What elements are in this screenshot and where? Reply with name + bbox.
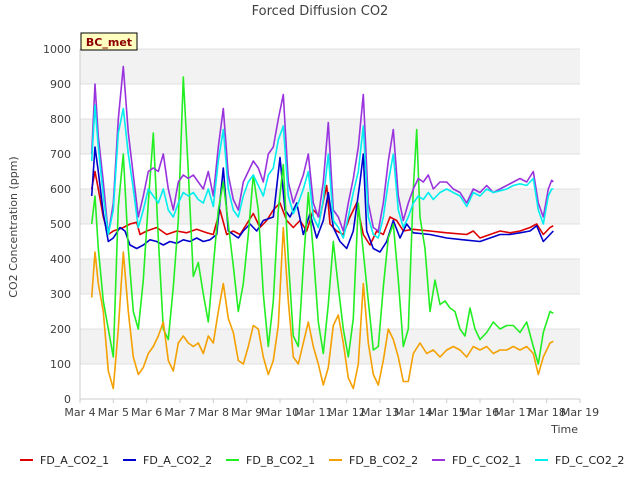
series-line-fd-c-co2-1: [90, 65, 554, 236]
y-tick-label: 0: [64, 393, 71, 406]
legend-label: FD_A_CO2_1: [40, 454, 109, 467]
y-tick-label: 400: [50, 253, 71, 266]
x-tick-label: Mar 6: [131, 406, 162, 419]
series-lines: [90, 65, 554, 390]
x-tick-label: Mar 12: [328, 406, 366, 419]
x-tick-label: Mar 17: [494, 406, 532, 419]
x-tick-label: Mar 10: [261, 406, 299, 419]
y-axis: 0 100 200 300 400 500 600 700 800 900 1000: [43, 43, 71, 406]
badge-box: [80, 32, 138, 51]
y-tick-label: 1000: [43, 43, 71, 56]
y-tick-label: 600: [50, 183, 71, 196]
y-tick-label: 800: [50, 113, 71, 126]
y-tick-label: 700: [50, 148, 71, 161]
badge: BC_met: [80, 32, 138, 51]
x-tick-label: Mar 18: [528, 406, 566, 419]
y-tick-label: 200: [50, 323, 71, 336]
x-tick-label: Mar 13: [361, 406, 399, 419]
series-line-fd-b-co2-2: [90, 226, 554, 390]
x-tick-label: Mar 16: [461, 406, 499, 419]
x-tick-label: Mar 4: [64, 406, 95, 419]
x-tick-label: Mar 5: [98, 406, 129, 419]
x-tick-label: Mar 8: [198, 406, 229, 419]
legend-label: FD_B_CO2_1: [246, 454, 315, 467]
legend: FD_A_CO2_1 FD_A_CO2_2 FD_B_CO2_1 FD_B_CO2_2…: [20, 454, 624, 467]
chart-title: Forced Diffusion CO2: [252, 4, 389, 19]
x-tick-label: Mar 19: [561, 406, 599, 419]
y-tick-label: 300: [50, 288, 71, 301]
x-tick-label: Mar 15: [428, 406, 466, 419]
x-axis-label: Time: [550, 423, 578, 436]
y-tick-label: 500: [50, 218, 71, 231]
y-axis-label: CO2 Concentration (ppm): [7, 156, 20, 297]
x-tick-label: Mar 9: [231, 406, 262, 419]
legend-label: FD_C_CO2_1: [452, 454, 521, 467]
badge-label: BC_met: [86, 36, 132, 49]
legend-label: FD_A_CO2_2: [143, 454, 212, 467]
x-tick-label: Mar 7: [164, 406, 195, 419]
x-tick-label: Mar 11: [294, 406, 332, 419]
series-line-fd-a-co2-2: [90, 146, 554, 253]
x-tick-label: Mar 14: [394, 406, 432, 419]
legend-label: FD_C_CO2_2: [555, 454, 624, 467]
legend-label: FD_B_CO2_2: [349, 454, 418, 467]
y-tick-label: 900: [50, 78, 71, 91]
y-tick-label: 100: [50, 358, 71, 371]
grid-band: [80, 49, 580, 84]
series-line-fd-a-co2-1: [90, 170, 554, 246]
series-line-fd-c-co2-2: [90, 104, 554, 239]
